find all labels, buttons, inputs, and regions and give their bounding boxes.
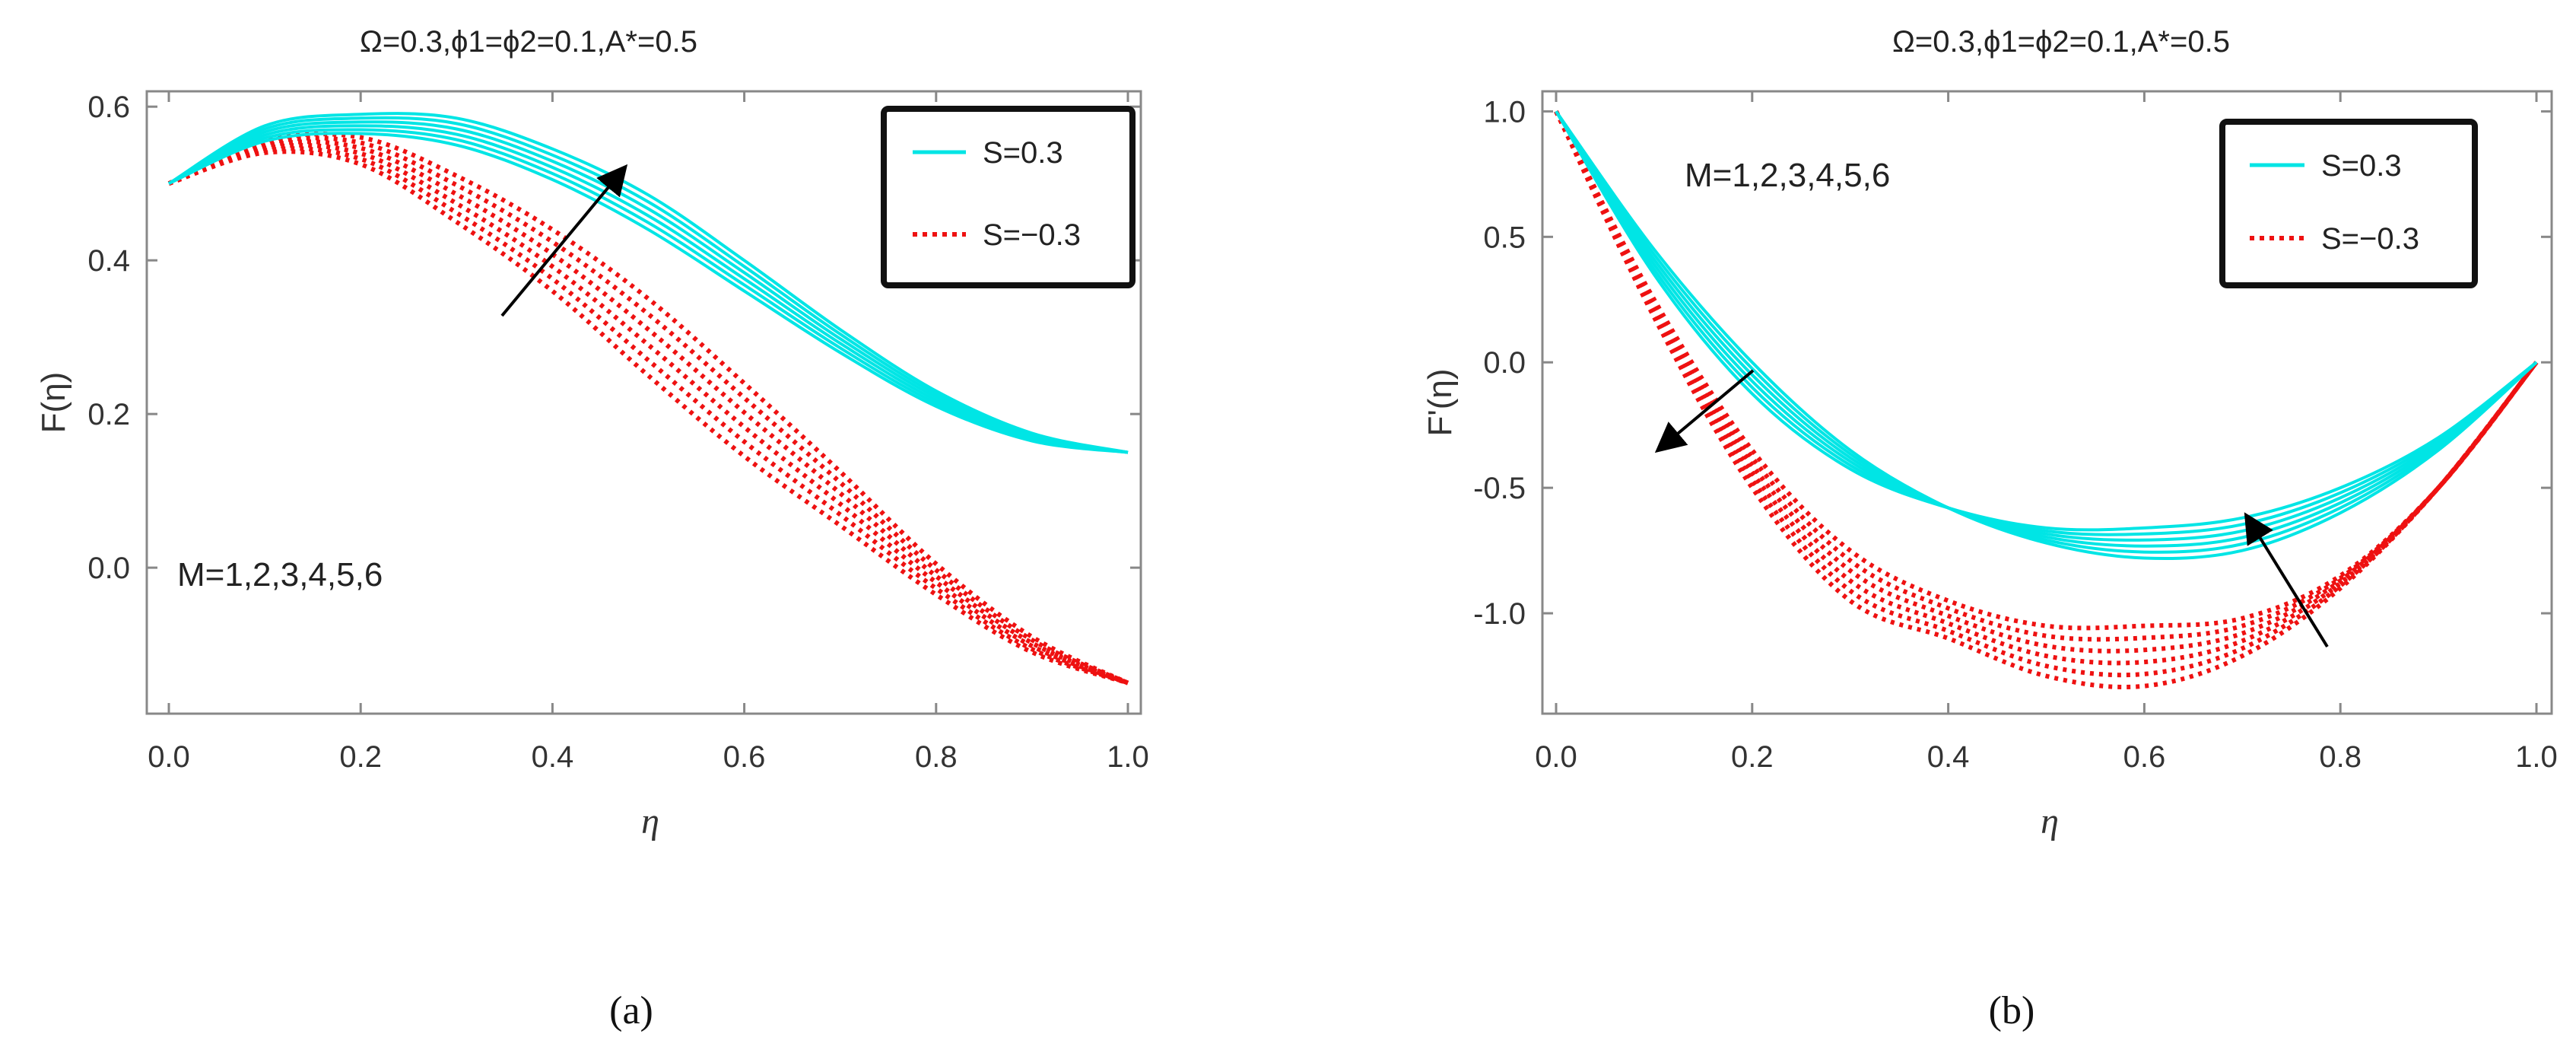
x-tick-label: 0.0 [1535,740,1577,774]
series-line-s-pos-a-m4 [168,120,1129,454]
x-tick-label: 0.2 [339,740,382,774]
x-tick-label: 0.4 [1927,740,1970,774]
series-line-s-neg-b-m6 [1554,110,2539,689]
legend-label-s-neg-a: S=−0.3 [983,218,1081,252]
legend-label-s-neg-b: S=−0.3 [2321,222,2419,256]
legend-a: S=0.3 S=−0.3 [881,106,1136,288]
tick-group-a: 0.0 0.2 0.4 0.6 0.8 1.0 0.0 0.2 0.4 0.6 [87,91,1148,774]
y-tick-label: 0.0 [87,552,130,585]
y-tick-label: 0.4 [87,244,130,278]
series-line-s-pos-a-m1 [168,132,1129,454]
chart-title-b: Ω=0.3,ϕ1=ϕ2=0.1,A*=0.5 [1892,25,2230,59]
series-line-s-neg-b-m5 [1554,110,2539,678]
x-tick-label: 0.6 [723,740,766,774]
series-line-s-pos-a-m6 [167,112,1129,454]
x-tick-label: 1.0 [1107,740,1149,774]
chart-panel-a: Ω=0.3,ϕ1=ϕ2=0.1,A*=0.5 0.0 0.2 0.4 0.6 0.8 1.… [35,25,1149,1032]
series-group-a [167,112,1129,686]
series-line-s-pos-a-m5 [168,116,1129,454]
annotation-b: M=1,2,3,4,5,6 [1685,157,1890,194]
series-line-s-pos-b-m1 [1555,110,2538,561]
panel-caption-b: (b) [1989,989,2035,1032]
y-tick-label: 0.2 [87,398,130,431]
series-line-s-neg-a-m2 [168,146,1129,686]
series-line-s-pos-b-m2 [1555,110,2538,554]
series-line-s-pos-a-m2 [168,128,1129,454]
panel-caption-a: (a) [609,989,653,1032]
x-tick-label: 0.8 [915,740,958,774]
x-tick-label: 1.0 [2515,740,2558,774]
m-increase-arrow-b-right [2244,512,2329,648]
y-tick-label: -1.0 [1473,597,1526,631]
plot-frame-b [1541,90,2553,715]
x-tick-label: 0.6 [2123,740,2166,774]
y-axis-label-b: F'(η) [1421,368,1459,436]
plot-frame-a [145,90,1142,715]
x-axis-label-b: η [2041,801,2059,841]
series-line-s-neg-b-m4 [1554,110,2539,666]
series-line-s-pos-b-m5 [1555,110,2538,536]
series-line-s-neg-a-m1 [168,149,1129,686]
annotation-a: M=1,2,3,4,5,6 [177,556,383,593]
chart-title-a: Ω=0.3,ϕ1=ϕ2=0.1,A*=0.5 [360,25,697,59]
y-tick-label: -0.5 [1473,472,1526,505]
m-increase-arrow-b-left [1654,369,1755,453]
x-tick-label: 0.4 [532,740,574,774]
series-line-s-neg-a-m6 [167,132,1129,686]
tick-group-b: 0.0 0.2 0.4 0.6 0.8 1.0 1.0 0.5 0.0 -0.5 -1.0 [1473,91,2558,774]
x-tick-label: 0.0 [148,740,190,774]
legend-label-s-pos-a: S=0.3 [983,136,1063,170]
legend-box-a [881,106,1136,288]
series-line-s-pos-b-m6 [1555,110,2538,532]
chart-panel-b: Ω=0.3,ϕ1=ϕ2=0.1,A*=0.5 0.0 0.2 0.4 0.6 0.8 1.… [1421,25,2558,1032]
x-tick-label: 0.8 [2319,740,2362,774]
y-tick-label: 1.0 [1483,95,1526,129]
series-line-s-pos-a-m3 [168,124,1129,454]
legend-box-b [2219,119,2478,288]
series-line-s-neg-a-m4 [167,139,1129,686]
series-group-b [1554,110,2539,689]
series-line-s-neg-b-m2 [1554,110,2539,642]
series-line-s-neg-b-m1 [1554,110,2539,631]
x-tick-label: 0.2 [1731,740,1774,774]
series-line-s-neg-a-m3 [167,142,1129,686]
series-line-s-pos-b-m4 [1555,110,2538,542]
y-tick-label: 0.0 [1483,346,1526,380]
legend-b: S=0.3 S=−0.3 [2219,119,2478,288]
y-tick-label: 0.5 [1483,221,1526,254]
y-axis-label-a: F(η) [35,372,72,434]
m-increase-arrow-a [500,164,628,317]
legend-label-s-pos-b: S=0.3 [2321,149,2402,183]
y-tick-label: 0.6 [87,91,130,124]
series-line-s-pos-b-m3 [1555,110,2538,548]
x-axis-label-a: η [641,801,659,841]
